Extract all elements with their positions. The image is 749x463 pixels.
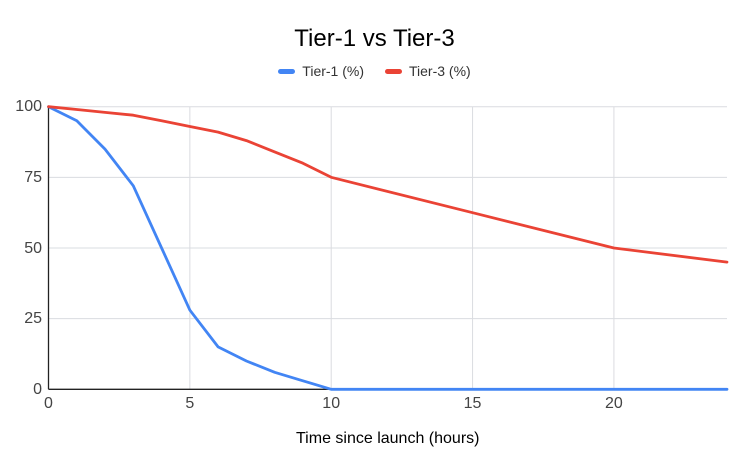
series-line-tier-1[interactable] <box>47 105 729 391</box>
x-tick-label: 10 <box>322 395 341 412</box>
legend-marker-icon <box>278 68 296 74</box>
y-tick-label: 0 <box>33 380 42 398</box>
y-tick-label: 25 <box>24 310 42 328</box>
chart-title: Tier-1 vs Tier-3 <box>294 25 455 52</box>
legend-item-tier-1[interactable]: Tier-1 (%) <box>278 63 364 79</box>
legend: Tier-1 (%) Tier-3 (%) <box>0 63 749 79</box>
x-tick-label: 0 <box>44 395 53 412</box>
y-tick-label: 50 <box>24 239 42 257</box>
legend-item-tier-3[interactable]: Tier-3 (%) <box>385 63 471 79</box>
x-tick-label: 15 <box>463 395 482 412</box>
legend-label: Tier-1 (%) <box>302 63 364 79</box>
series-line-tier-3[interactable] <box>47 105 729 264</box>
x-tick-label: 5 <box>185 395 195 412</box>
legend-marker-icon <box>385 68 402 74</box>
y-tick-label: 75 <box>24 168 42 186</box>
y-tick-label: 100 <box>15 98 42 116</box>
x-tick-label: 20 <box>605 395 623 412</box>
legend-label: Tier-3 (%) <box>409 63 471 79</box>
x-axis-title: Time since launch (hours) <box>296 430 480 447</box>
